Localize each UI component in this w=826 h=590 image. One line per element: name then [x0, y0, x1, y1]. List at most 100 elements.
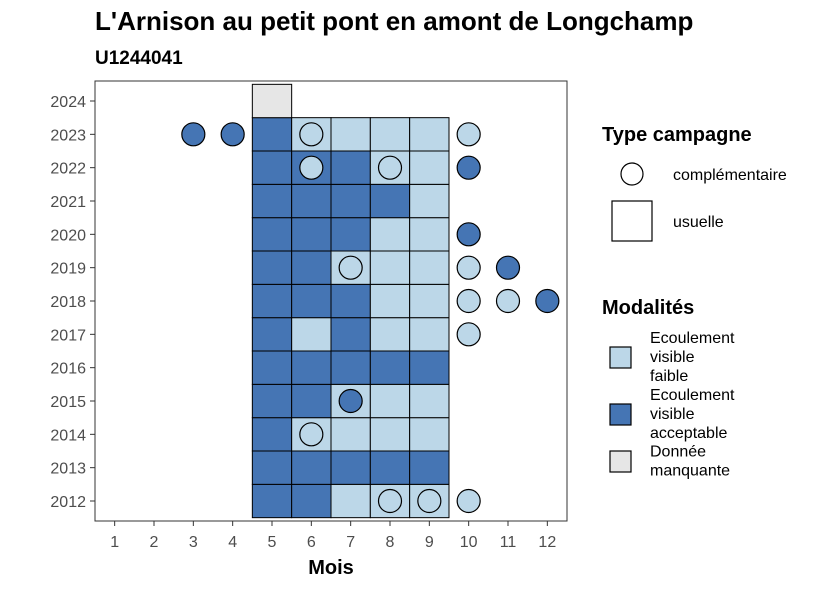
tile-2013-9	[409, 450, 450, 485]
point-2019-10	[456, 255, 481, 280]
tile-2020-7	[330, 217, 371, 252]
tile-2023-5	[251, 117, 293, 152]
tile-2021-8	[369, 183, 411, 219]
y-tick-label: 2024	[50, 94, 86, 111]
y-tick-label: 2012	[50, 494, 86, 511]
y-tick-label: 2017	[50, 327, 86, 344]
legend-usuelle-label: usuelle	[673, 214, 724, 231]
plot-area	[94, 80, 568, 522]
legend-usuelle-key	[611, 200, 653, 242]
x-axis: 1 2 3 4 5 6 7 8 9 10 11 12	[110, 521, 556, 551]
point-2018-11	[495, 288, 521, 314]
tile-2012-7	[330, 483, 371, 519]
tile-2012-6	[291, 483, 332, 519]
legend-label-acceptable: acceptable	[650, 425, 727, 442]
tile-2016-6	[291, 350, 332, 385]
point-2023-6	[299, 122, 324, 147]
tile-2023-7	[330, 117, 371, 152]
tile-2015-6	[291, 383, 332, 419]
legend-label-faible: faible	[650, 368, 688, 385]
tile-2018-8	[369, 283, 411, 319]
y-tick-label: 2022	[50, 161, 86, 178]
tile-2016-5	[251, 350, 293, 385]
tile-2017-7	[330, 317, 371, 352]
point-2015-7	[338, 388, 363, 414]
legend-complementaire-key	[620, 162, 644, 186]
point-2022-6	[299, 155, 324, 180]
tile-2018-6	[291, 283, 332, 319]
x-tick-label: 6	[307, 534, 316, 551]
y-axis: 2012 2013 2014 2015 2016 2017 2018 2019 2020 2021…	[50, 94, 95, 511]
y-tick-label: 2014	[50, 427, 86, 444]
x-tick-label: 10	[460, 534, 478, 551]
tile-2020-5	[251, 217, 293, 252]
legend-label-faible: visible	[650, 349, 695, 366]
tile-2017-8	[369, 317, 411, 352]
x-tick-label: 1	[110, 534, 119, 551]
complementaire-points	[181, 122, 560, 514]
point-2023-4	[220, 122, 245, 147]
tile-2012-5	[251, 483, 293, 519]
legend-label-manquante: manquante	[650, 463, 730, 480]
tile-2014-9	[409, 417, 450, 452]
x-tick-label: 5	[268, 534, 277, 551]
tile-2021-6	[291, 183, 332, 219]
tile-2017-9	[409, 317, 450, 352]
point-2019-7	[338, 255, 363, 280]
x-tick-label: 8	[386, 534, 395, 551]
point-2012-10	[456, 488, 481, 514]
point-2022-8	[377, 155, 403, 180]
tile-2023-8	[369, 117, 411, 152]
point-2014-6	[299, 422, 324, 447]
legend-label-acceptable: visible	[650, 406, 695, 423]
point-2020-10	[456, 222, 481, 247]
tile-2014-5	[251, 417, 293, 452]
tile-2022-7	[330, 150, 371, 185]
chart-subtitle: U1244041	[95, 48, 183, 69]
point-2017-10	[456, 322, 481, 347]
x-axis-title: Mois	[308, 557, 354, 579]
tile-2016-9	[409, 350, 450, 385]
y-tick-label: 2016	[50, 361, 86, 378]
point-2018-12	[535, 288, 560, 314]
chart-title: L'Arnison au petit pont en amont de Long…	[95, 6, 693, 36]
point-2019-11	[495, 255, 521, 280]
x-tick-label: 4	[228, 534, 237, 551]
y-tick-label: 2018	[50, 294, 86, 311]
legend-key-acceptable	[609, 403, 632, 426]
x-tick-label: 11	[500, 534, 517, 551]
legend-label-manquante: Donnée	[650, 444, 706, 461]
y-tick-label: 2013	[50, 461, 86, 478]
point-2012-8	[377, 488, 403, 514]
tile-2013-7	[330, 450, 371, 485]
y-tick-label: 2015	[50, 394, 86, 411]
point-2012-9	[417, 488, 442, 514]
legend-modalites-items: Ecoulement visible faible Ecoulement visible…	[609, 330, 735, 480]
tile-2015-8	[369, 383, 411, 419]
tile-2019-9	[409, 250, 450, 285]
legend-label-acceptable: Ecoulement	[650, 387, 735, 404]
tile-2019-6	[291, 250, 332, 285]
point-2023-10	[456, 122, 481, 147]
x-tick-label: 2	[150, 534, 159, 551]
y-tick-label: 2020	[50, 227, 86, 244]
legend-type-title: Type campagne	[602, 124, 752, 146]
y-tick-label: 2019	[50, 261, 86, 278]
x-tick-label: 7	[346, 534, 355, 551]
legend-label-faible: Ecoulement	[650, 330, 735, 347]
point-2018-10	[456, 288, 481, 314]
tile-2017-5	[251, 317, 293, 352]
point-2023-3	[181, 122, 206, 147]
x-tick-label: 9	[425, 534, 434, 551]
tile-2013-5	[251, 450, 293, 485]
tile-2019-8	[369, 250, 411, 285]
tile-2018-5	[251, 283, 293, 319]
legend-modalites-title: Modalités	[602, 297, 694, 319]
point-2022-10	[456, 155, 481, 180]
tile-2020-9	[409, 217, 450, 252]
tile-2023-9	[409, 117, 450, 152]
x-tick-label: 12	[538, 534, 556, 551]
usuelle-tiles	[251, 83, 450, 519]
tile-2018-7	[330, 283, 371, 319]
